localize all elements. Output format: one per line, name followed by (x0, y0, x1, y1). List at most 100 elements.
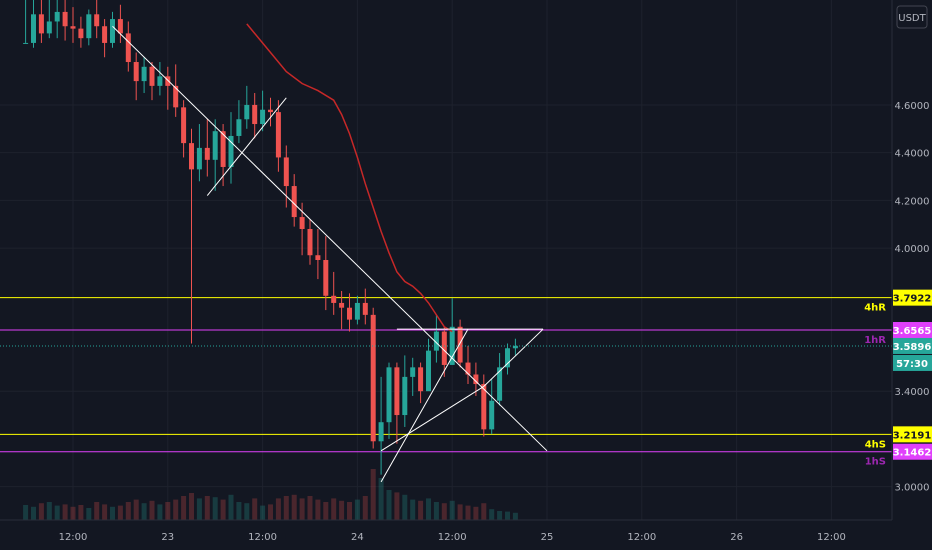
candle-body-46 (386, 367, 392, 423)
volume-bar-35 (299, 498, 305, 520)
volume-bar-21 (189, 493, 194, 520)
volume-bar-14 (133, 499, 139, 520)
candle-body-38 (323, 260, 329, 296)
candle-body-27 (236, 119, 242, 136)
candle-body-43 (362, 302, 368, 315)
candle-body-51 (426, 350, 431, 392)
price-tag-4hR: 3.7922 (893, 294, 932, 305)
candle-body-35 (299, 217, 305, 229)
volume-bar-46 (386, 490, 392, 520)
volume-bar-10 (102, 504, 108, 520)
candle-body-55 (457, 326, 463, 363)
volume-bar-32 (275, 498, 281, 520)
volume-bar-31 (268, 504, 273, 520)
volume-bar-37 (315, 499, 321, 520)
candle-body-62 (512, 345, 518, 349)
candle-body-53 (441, 331, 447, 365)
volume-bar-49 (410, 499, 416, 520)
candle-body-25 (220, 131, 226, 167)
candle-body-39 (331, 295, 337, 303)
volume-bars (23, 469, 518, 520)
candle-body-8 (86, 14, 92, 39)
price-tags: 3.7922 3.6565 3.2191 3.1462 3.5896 57:30 (893, 289, 932, 460)
candle-body-59 (489, 400, 495, 430)
volume-bar-3 (46, 502, 52, 520)
level-label-1hS: 1hS (865, 457, 886, 468)
volume-bar-8 (86, 508, 92, 520)
volume-bar-0 (23, 505, 29, 520)
price-tick-4: 3.4000 (895, 387, 930, 398)
candle-body-31 (268, 109, 273, 113)
volume-bar-30 (260, 505, 266, 520)
candle-body-61 (505, 348, 510, 368)
volume-bar-41 (347, 502, 352, 520)
volume-bar-36 (307, 496, 313, 520)
price-tag-bg-4hR (893, 289, 932, 306)
volume-bar-60 (497, 511, 503, 520)
price-tag-1hR: 3.6565 (893, 326, 932, 337)
price-tag-bg-4hS (893, 426, 932, 443)
candle-body-56 (465, 362, 471, 375)
level-label-4hS: 4hS (865, 439, 886, 450)
candle-body-29 (252, 104, 258, 125)
volume-bar-38 (323, 502, 329, 520)
volume-bar-2 (38, 503, 44, 520)
candle-body-47 (394, 367, 400, 416)
volume-bar-59 (489, 509, 495, 520)
candle-body-33 (283, 157, 289, 187)
currency-badge[interactable]: USDT (896, 5, 928, 29)
volume-bar-44 (370, 469, 376, 520)
volume-bar-56 (465, 505, 471, 520)
candle-body-10 (102, 26, 108, 43)
candle-body-9 (94, 14, 100, 27)
volume-bar-18 (165, 502, 171, 520)
candle-body-18 (165, 76, 171, 86)
candle-body-19 (173, 85, 179, 108)
candle-body-16 (149, 66, 155, 86)
candle-body-11 (110, 19, 115, 43)
countdown-tag: 57:30 (896, 359, 928, 370)
volume-bar-55 (457, 504, 463, 520)
volume-bar-48 (402, 494, 408, 520)
candle-body-12 (117, 19, 123, 34)
countdown-tag-bg (893, 354, 932, 371)
candle-body-7 (78, 28, 84, 39)
candle-body-17 (157, 76, 163, 86)
price-axis-ticks: 4.6000 4.4000 4.2000 4.0000 3.4000 3.0000 (895, 101, 930, 494)
level-label-1hR: 1hR (864, 335, 886, 346)
volume-bar-39 (331, 498, 337, 520)
volume-bar-27 (236, 502, 242, 520)
volume-bar-53 (441, 503, 447, 520)
candle-body-21 (189, 143, 194, 170)
time-tick-7: 26 (730, 532, 743, 543)
price-tag-4hS: 3.2191 (893, 430, 932, 441)
time-tick-0: 12:00 (59, 532, 88, 543)
volume-bar-58 (481, 503, 487, 520)
candle-body-3 (46, 21, 52, 34)
candle-body-54 (449, 326, 455, 365)
volume-bar-50 (418, 500, 424, 520)
volume-bar-28 (244, 503, 250, 520)
volume-bar-11 (110, 506, 115, 520)
trendline-2 (380, 328, 469, 483)
candle-body-57 (473, 374, 479, 385)
candle-body-44 (370, 314, 376, 442)
candle-body-23 (204, 147, 210, 160)
time-axis-panel[interactable] (0, 520, 932, 550)
trendline-4 (483, 328, 544, 387)
time-tick-1: 23 (161, 532, 174, 543)
time-tick-4: 12:00 (438, 532, 467, 543)
currency-label: USDT (898, 13, 926, 24)
volume-bar-51 (426, 498, 431, 520)
volume-bar-12 (117, 505, 123, 520)
candle-body-26 (228, 135, 234, 167)
time-tick-6: 12:00 (627, 532, 656, 543)
volume-bar-42 (354, 499, 360, 520)
volume-bar-26 (228, 494, 234, 520)
time-axis-ticks: 12:00 23 12:00 24 12:00 25 12:00 26 12:00 (59, 532, 846, 543)
volume-bar-6 (70, 506, 76, 520)
price-tick-0: 4.6000 (895, 101, 930, 112)
